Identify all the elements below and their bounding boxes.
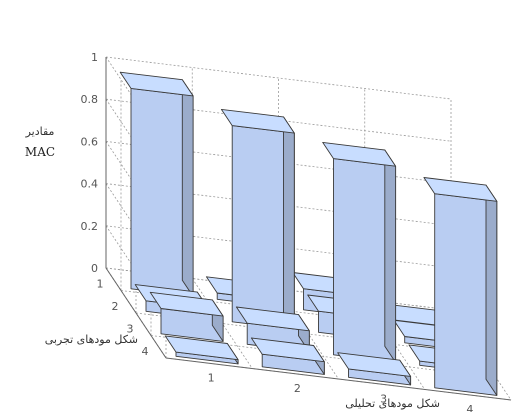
y-axis-line (105, 267, 167, 359)
z-tick-label-2: 0.4 (81, 178, 99, 191)
z-tick-label-1: 0.2 (81, 220, 99, 233)
x-tick-label-0: 1 (208, 371, 215, 384)
y-tick-label-1: 2 (112, 300, 119, 313)
z-tick-label-5: 1 (91, 51, 98, 64)
bar-top-face (235, 306, 310, 332)
x-tick-label-3: 4 (466, 403, 473, 412)
labels-layer: مقادیر MAC شکل مودهای تجربی شکل مودهای ت… (25, 51, 474, 412)
bar-x1-y4 (164, 335, 239, 365)
bar-top-face (322, 141, 397, 167)
y-tick-label-0: 1 (97, 277, 104, 290)
bar-x2-y2 (220, 108, 295, 330)
x-axis-label: شکل مودهای تحلیلی (345, 397, 440, 410)
z-axis-label-line1: مقادیر (25, 125, 55, 138)
grid-line-back-z-5 (105, 56, 452, 100)
bar-x1-y1 (119, 71, 194, 297)
bar-x2-y4 (250, 337, 325, 375)
bar-x3-y4 (337, 352, 412, 386)
x-axis-line (165, 357, 512, 401)
bar-x4-y4 (423, 177, 498, 396)
bar-top-face (423, 177, 498, 202)
bar-side-face (283, 116, 295, 330)
z-tick-label-0: 0 (91, 262, 98, 275)
bar-top-face (250, 337, 325, 363)
x-tick-label-1: 2 (294, 382, 301, 395)
z-tick-label-4: 0.8 (81, 93, 99, 106)
y-tick-label-3: 4 (142, 345, 149, 358)
bar-side-face (485, 184, 498, 396)
bar-top-face (164, 335, 239, 361)
bar-top-face (149, 291, 224, 317)
bar-top-face (119, 71, 194, 97)
bar-x1-y3 (149, 291, 224, 342)
y-axis-label: شکل مودهای تجربی (45, 333, 138, 346)
z-tick-label-3: 0.6 (81, 135, 99, 148)
bar-top-face (220, 108, 295, 134)
y-tick-label-2: 3 (127, 322, 134, 335)
bar-side-face (384, 149, 397, 363)
x-tick-label-2: 3 (380, 392, 387, 405)
bars-layer (119, 71, 498, 396)
bar-x3-y3 (322, 141, 397, 363)
bar-top-face (337, 352, 412, 377)
z-axis-label-line2: MAC (25, 145, 55, 159)
bar-side-face (181, 79, 194, 297)
